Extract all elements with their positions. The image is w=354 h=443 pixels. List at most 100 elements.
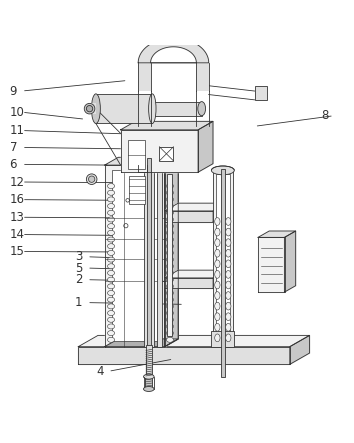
Ellipse shape (166, 217, 173, 222)
Ellipse shape (108, 304, 115, 309)
Ellipse shape (166, 190, 173, 195)
Ellipse shape (86, 105, 93, 112)
Ellipse shape (225, 281, 231, 289)
Bar (145, 375, 152, 389)
Ellipse shape (166, 237, 173, 242)
Bar (147, 158, 151, 377)
Polygon shape (198, 121, 213, 172)
Ellipse shape (108, 330, 115, 336)
Ellipse shape (166, 337, 173, 342)
Ellipse shape (166, 324, 173, 329)
Ellipse shape (215, 281, 220, 289)
Ellipse shape (108, 297, 115, 302)
Ellipse shape (198, 101, 206, 116)
Ellipse shape (166, 264, 173, 269)
Polygon shape (165, 203, 227, 211)
Ellipse shape (211, 166, 234, 175)
Ellipse shape (166, 210, 173, 215)
Polygon shape (213, 270, 227, 288)
Bar (96, 94, 152, 124)
Ellipse shape (166, 304, 173, 309)
Ellipse shape (215, 218, 220, 225)
Bar (143, 163, 154, 347)
Ellipse shape (108, 317, 115, 322)
Ellipse shape (108, 337, 115, 342)
Ellipse shape (166, 277, 173, 282)
Ellipse shape (108, 204, 115, 209)
Ellipse shape (166, 230, 173, 235)
Ellipse shape (108, 277, 115, 282)
Bar (196, 63, 209, 91)
Ellipse shape (143, 387, 154, 392)
Ellipse shape (84, 103, 95, 114)
Ellipse shape (215, 228, 220, 236)
Ellipse shape (108, 257, 115, 262)
Bar (138, 63, 150, 91)
Polygon shape (258, 237, 285, 292)
Ellipse shape (108, 217, 115, 222)
Ellipse shape (166, 297, 173, 302)
Polygon shape (165, 157, 178, 347)
Polygon shape (105, 157, 178, 165)
Bar (221, 169, 225, 377)
Ellipse shape (143, 374, 154, 379)
Ellipse shape (225, 302, 231, 310)
Bar (211, 331, 234, 347)
Ellipse shape (225, 260, 231, 268)
Text: 5: 5 (75, 261, 82, 275)
Ellipse shape (166, 204, 173, 209)
Text: 6: 6 (10, 158, 17, 171)
Ellipse shape (91, 94, 100, 124)
Text: 10: 10 (10, 106, 24, 119)
Ellipse shape (108, 197, 115, 202)
Ellipse shape (166, 244, 173, 249)
Ellipse shape (108, 324, 115, 329)
Ellipse shape (108, 244, 115, 249)
Bar (90, 103, 96, 114)
Polygon shape (165, 278, 213, 288)
Polygon shape (165, 157, 178, 347)
Ellipse shape (108, 210, 115, 215)
Ellipse shape (215, 334, 220, 342)
Ellipse shape (86, 174, 97, 184)
Polygon shape (121, 121, 213, 130)
Text: 14: 14 (10, 228, 24, 241)
Ellipse shape (166, 317, 173, 322)
Polygon shape (165, 211, 213, 222)
Bar (156, 171, 162, 347)
Bar (216, 174, 230, 343)
Text: 1: 1 (75, 296, 82, 309)
Bar (112, 171, 158, 342)
Text: 15: 15 (10, 245, 24, 258)
Ellipse shape (108, 230, 115, 235)
Ellipse shape (215, 291, 220, 299)
Bar (255, 86, 267, 100)
Ellipse shape (166, 291, 173, 295)
Ellipse shape (215, 249, 220, 257)
Text: 9: 9 (10, 85, 17, 97)
Ellipse shape (225, 323, 231, 331)
Text: 13: 13 (10, 211, 24, 224)
Polygon shape (138, 38, 209, 63)
Ellipse shape (88, 176, 95, 183)
Polygon shape (121, 130, 198, 172)
Ellipse shape (166, 197, 173, 202)
Ellipse shape (166, 284, 173, 289)
Bar (128, 140, 145, 169)
Ellipse shape (215, 323, 220, 331)
Text: 11: 11 (10, 124, 24, 137)
Ellipse shape (166, 250, 173, 256)
Ellipse shape (149, 94, 156, 124)
Ellipse shape (225, 291, 231, 299)
Ellipse shape (166, 224, 173, 229)
Polygon shape (165, 270, 227, 278)
Ellipse shape (108, 237, 115, 242)
Text: 3: 3 (75, 250, 82, 263)
Bar (213, 171, 233, 347)
Bar (152, 101, 202, 116)
Ellipse shape (108, 250, 115, 256)
Ellipse shape (225, 228, 231, 236)
Ellipse shape (166, 330, 173, 336)
Ellipse shape (225, 239, 231, 247)
Text: 16: 16 (10, 193, 24, 206)
